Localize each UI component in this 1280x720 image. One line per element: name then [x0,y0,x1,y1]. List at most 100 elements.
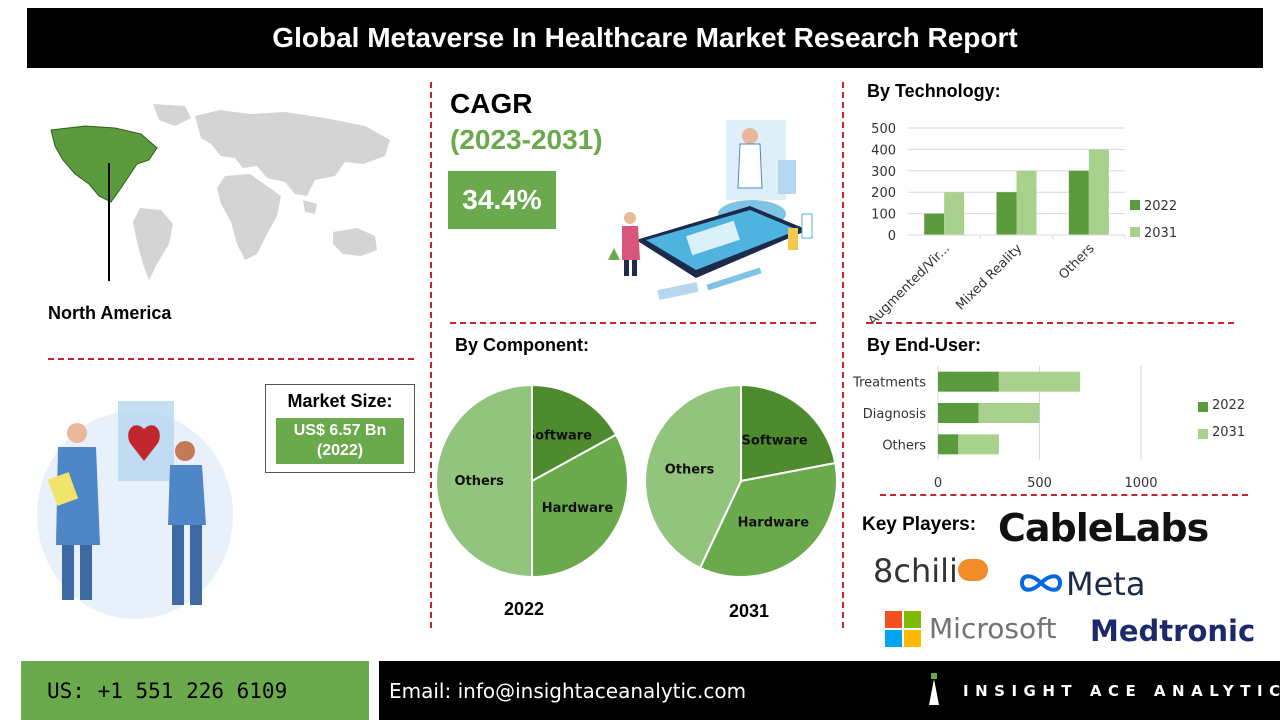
component-pie-charts: Software Hardware Others Software Hardware Ot… [435,383,838,579]
x-tick-label: Augmented/Vir... [865,241,953,324]
legend-swatch [1130,200,1140,210]
doctor-head [742,128,758,144]
pie-slice-hardware [698,461,838,578]
nurse-leg-right [190,525,202,605]
microsoft-logo: Microsoft [929,612,1057,645]
patient-leg [624,260,629,276]
bar-2031 [944,192,965,235]
bar-2022 [924,213,945,235]
eurasia-shape [195,110,390,196]
cagr-value: 34.4% [448,171,556,229]
cablelabs-logo: CableLabs [998,506,1209,550]
y-tick-label: 400 [871,143,896,158]
doctor-leg-right [80,545,92,600]
x-tick-label: 0 [934,476,942,491]
market-size-value-box: US$ 6.57 Bn (2022) [276,418,404,464]
y-tick-label: Others [882,438,926,453]
footer-bar: Email: info@insightaceanalytic.com INSIG… [379,661,1280,720]
divider-vertical-right [842,82,844,628]
bar-2031 [978,403,1040,423]
bar-2022 [938,434,959,455]
meta-logo: Meta [1066,565,1146,603]
y-tick-label: 300 [871,165,896,180]
south-america-shape [133,208,173,280]
meta-infinity-icon [1018,572,1064,594]
legend-swatch [1198,402,1208,412]
x-tick-label: Others [1056,241,1098,283]
legend-label: 2031 [1144,226,1177,241]
legend-swatch [1198,429,1208,439]
y-tick-label: 200 [871,186,896,201]
patient-leg [632,260,637,276]
bar-2022 [1068,170,1089,235]
technology-bar-chart: 0 100 200 300 400 500 Augmented/Vir... Mixed Re… [865,122,1177,324]
x-tick-label: Mixed Reality [953,241,1025,313]
pie-label: Others [665,462,715,477]
africa-shape [217,174,281,260]
medtronic-logo: Medtronic [1090,614,1256,648]
pie-slice-others [644,383,742,570]
nurse-head [175,441,195,461]
screen-card [686,220,740,256]
key-players-heading: Key Players: [862,514,977,535]
x-tick-label: 500 [1027,476,1052,491]
bar-2031 [1088,149,1109,235]
pie-label: Software [742,433,808,448]
market-size-box: Market Size: US$ 6.57 Bn (2022) [265,384,415,473]
y-tick-label: Diagnosis [863,407,926,422]
microsoft-logo-icon [885,611,921,647]
patient-head [624,212,636,224]
technology-heading: By Technology: [867,81,1001,101]
divider-right-top [866,322,1234,324]
heart-icon [128,425,160,461]
nurse-body [168,465,206,525]
pill-strip [657,281,699,301]
y-tick-label: 500 [871,122,896,137]
mobile-health-illustration [608,120,813,301]
region-pointer-line [108,163,110,281]
8chili-logo: 8chili [873,552,958,590]
bar-2022 [938,403,979,423]
doctor-head [67,423,87,443]
bar-2022 [996,192,1017,235]
world-map [50,104,390,280]
divider-vertical-left [430,82,432,628]
plant-icon [608,248,620,260]
footer-brand: INSIGHT ACE ANALYTIC [963,682,1280,700]
pie-slice-software [740,383,837,483]
pie-2022-title: 2022 [503,599,545,619]
region-label: North America [48,303,172,323]
y-tick-label: 100 [871,208,896,223]
market-size-value: US$ 6.57 Bn [293,422,387,439]
bar-2031 [1016,170,1037,235]
legend-swatch [1130,227,1140,237]
bar-2031 [958,434,999,455]
brand-logo-icon [927,673,941,705]
legend-label: 2022 [1144,199,1177,214]
footer-phone[interactable]: US: +1 551 226 6109 [21,661,369,720]
market-size-label: Market Size: [287,391,393,411]
component-heading: By Component: [455,335,589,355]
y-tick-label: Treatments [852,376,926,391]
x-tick-label: 1000 [1124,476,1157,491]
footer-email[interactable]: Email: info@insightaceanalytic.com [389,679,747,703]
bottle-icon [788,228,798,250]
y-tick-label: 0 [888,229,896,244]
pie-label: Others [454,474,504,489]
bar-2022 [938,371,999,392]
nurse-leg-left [172,525,184,605]
pie-label: Software [526,429,592,444]
island-shape [303,200,317,214]
legend-label: 2031 [1212,425,1246,440]
doctor-body [737,143,763,189]
pie-label: Hardware [542,501,614,516]
australia-shape [333,228,377,256]
pie-slice-others [435,383,533,579]
pie-2031-title: 2031 [728,601,770,621]
pie-slice-hardware [531,433,629,579]
doctor-leg-left [62,545,74,600]
side-panel [778,160,796,194]
pie-label: Hardware [738,516,810,531]
end-user-bar-chart: 0 500 1000 Treatments Diagnosis Others [852,366,1158,491]
patient-body [622,226,640,260]
